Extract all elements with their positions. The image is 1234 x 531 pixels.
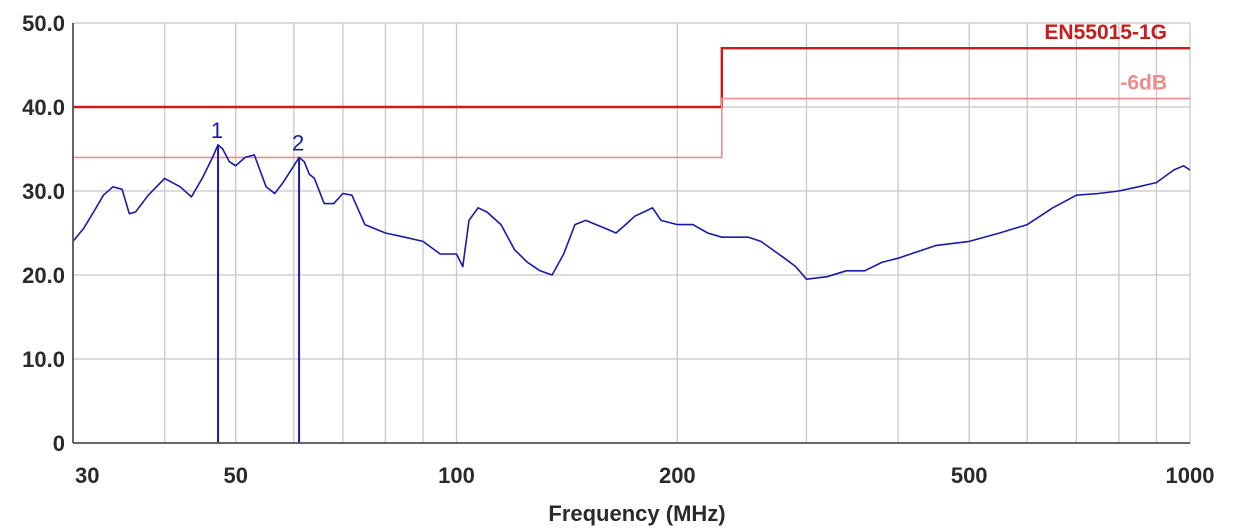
trace-layer [72, 144, 1191, 281]
grid-lines [72, 22, 1191, 444]
x-tick-label: 100 [438, 463, 475, 488]
tick-labels: 30 50 100 200 500 1000 0 10.0 20.0 30.0 40.0 50.0 [22, 11, 1214, 488]
axes [72, 23, 1190, 444]
limit-line-label: -6dB [1120, 72, 1167, 95]
x-tick-label: 500 [951, 463, 988, 488]
x-tick-label: 200 [659, 463, 696, 488]
x-tick-label: 30 [75, 463, 99, 488]
y-tick-label: 0 [53, 431, 65, 456]
x-tick-label: 1000 [1166, 463, 1215, 488]
y-tick-label: 30.0 [22, 179, 65, 204]
series-line [72, 144, 1191, 281]
y-tick-label: 20.0 [22, 263, 65, 288]
y-tick-label: 10.0 [22, 347, 65, 372]
y-tick-label: 50.0 [22, 11, 65, 36]
limit-line [73, 97, 1190, 159]
peak-marker-label: 1 [211, 118, 223, 143]
x-tick-label: 50 [223, 463, 247, 488]
limit-lines: EN55015-1G -6dB [73, 21, 1190, 159]
markers: 12 [211, 118, 304, 443]
y-tick-label: 40.0 [22, 95, 65, 120]
limit-line-label: EN55015-1G [1044, 21, 1167, 44]
x-axis-title: Frequency (MHz) [548, 501, 725, 526]
limit-line [73, 47, 1190, 109]
peak-marker-label: 2 [292, 130, 304, 155]
